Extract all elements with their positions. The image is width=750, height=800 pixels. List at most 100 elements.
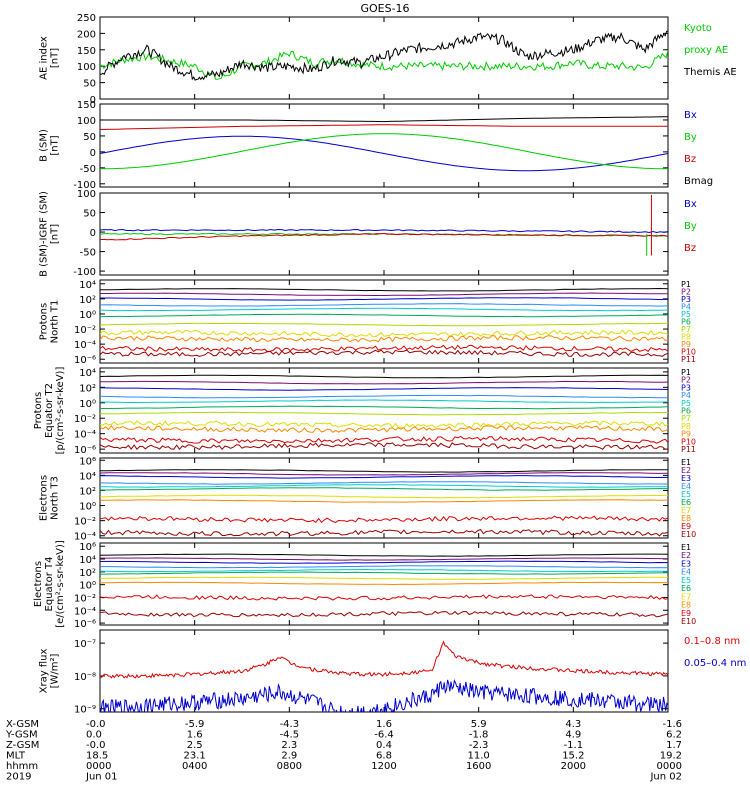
legend-entry: P10 <box>681 348 696 357</box>
legend-entry: P11 <box>681 445 696 454</box>
legend-entry: E8 <box>681 514 691 523</box>
legend-entry: P3 <box>681 295 691 304</box>
bx-line <box>100 135 668 172</box>
y-tick-label: 150 <box>77 100 96 111</box>
bz-line <box>100 232 668 241</box>
y-tick-label: 250 <box>77 13 96 24</box>
legend-entry: E3 <box>681 474 691 483</box>
y-tick-label: 10⁰ <box>79 310 96 321</box>
x-axis-value: 4.3 <box>565 719 581 730</box>
panel-frame <box>99 279 669 364</box>
y-tick-label: 10⁴ <box>79 471 96 482</box>
channel-P2-line <box>100 380 668 385</box>
legend-entry: P8 <box>681 333 691 342</box>
x-axis-value: 23.1 <box>184 751 206 762</box>
x-axis-value: 1200 <box>371 761 396 772</box>
x-axis-value: -1.1 <box>564 740 584 751</box>
y-tick-label: 10⁻² <box>74 517 96 528</box>
x-axis-value: 0000 <box>657 761 682 772</box>
legend-entry: By <box>684 132 697 143</box>
y-axis-label: [nT] <box>50 135 61 155</box>
y-tick-label: 10⁴ <box>79 280 96 291</box>
channel-P4-line <box>100 394 668 399</box>
y-tick-label: 10⁶ <box>79 542 96 553</box>
x-axis-value: 1600 <box>466 761 491 772</box>
y-tick-label: 10⁻² <box>74 593 96 604</box>
legend-entry: E2 <box>681 551 691 560</box>
x-axis-value: -6.4 <box>374 730 394 741</box>
y-tick-label: 100 <box>77 189 96 200</box>
y-tick-label: 10⁻⁹ <box>74 705 96 716</box>
y-tick-label: 0 <box>90 148 96 159</box>
y-tick-label: -100 <box>73 267 96 278</box>
legend-entry: E9 <box>681 522 691 531</box>
channel-E4-line <box>100 481 668 485</box>
legend-entry: Kyoto <box>684 23 712 34</box>
channel-E4-line <box>100 565 668 569</box>
legend-entry: E6 <box>681 584 691 593</box>
legend-entry: P7 <box>681 325 691 334</box>
y-axis-label: [nT] <box>50 224 61 244</box>
legend-entry: E9 <box>681 609 691 618</box>
legend-entry: E8 <box>681 601 691 610</box>
legend-entry: P4 <box>681 303 691 312</box>
channel-P8-line <box>100 329 668 338</box>
channel-P10-line <box>100 435 668 444</box>
panel-pt2: 10⁴ 10² 10⁰ 10⁻² 10⁻⁴ 10⁻⁶ Protons Equator T2 [p… <box>33 367 696 457</box>
y-tick-label: 10⁻⁶ <box>74 619 96 630</box>
channel-P9-line <box>100 424 668 433</box>
x-axis-value: 6.8 <box>376 751 392 762</box>
channel-P2-line <box>100 292 668 296</box>
x-axis-value: 1.6 <box>187 730 203 741</box>
x-axis-value: 19.2 <box>660 751 682 762</box>
y-tick-label: 50 <box>83 209 96 220</box>
y-axis-label: [nT] <box>50 48 61 68</box>
channel-E1-line <box>100 469 668 473</box>
x-axis-value: 2.9 <box>281 751 297 762</box>
panel-bsm: -100 -50 0 50 100 150 B (SM) [nT] Bx By Bz Bmag <box>39 100 714 191</box>
x-axis-value: 0000 <box>86 761 111 772</box>
x-axis-value: 11.0 <box>468 751 490 762</box>
y-axis-label: Protons <box>33 392 44 429</box>
channel-P11-line <box>100 349 668 358</box>
legend-entry: P5 <box>681 310 691 319</box>
legend-entry: Bmag <box>684 176 713 187</box>
legend-entry: P5 <box>681 399 691 408</box>
channel-P5-line <box>100 307 668 312</box>
legend-entry: E1 <box>681 458 691 467</box>
y-axis-label: North T1 <box>50 300 61 344</box>
y-tick-label: 10⁻⁸ <box>74 672 96 683</box>
x-axis-value: -1.8 <box>469 730 489 741</box>
legend-entry: P1 <box>681 280 691 289</box>
y-tick-label: 10² <box>79 295 96 306</box>
x-axis-value: 6.2 <box>666 730 682 741</box>
legend-entry: P2 <box>681 376 691 385</box>
plot-area <box>100 287 668 358</box>
plot-title: GOES-16 <box>360 2 409 15</box>
legend-entry: Bz <box>684 154 696 165</box>
legend-entry: P4 <box>681 391 691 400</box>
panel-frame <box>99 16 669 100</box>
legend-entry: E7 <box>681 592 691 601</box>
x-axis-value: 0800 <box>277 761 302 772</box>
legend-entry: P6 <box>681 318 691 327</box>
y-tick-label: -100 <box>73 180 96 191</box>
legend-entry: P10 <box>681 437 696 446</box>
themis-ae-line <box>100 30 668 81</box>
y-tick-label: 10⁻² <box>74 414 96 425</box>
y-tick-label: 50 <box>83 132 96 143</box>
y-axis-label: North T3 <box>50 476 61 520</box>
channel-E10-line <box>100 610 668 618</box>
x-axis-value: 2.3 <box>281 740 297 751</box>
legend-entry: By <box>684 221 697 232</box>
plot-area <box>100 194 668 256</box>
plot-area <box>100 553 668 618</box>
channel-P8-line <box>100 420 668 429</box>
y-axis-label: Equator T2 <box>44 383 55 438</box>
channel-E5-line <box>100 484 668 488</box>
y-axis-label: Protons <box>39 303 50 340</box>
legend-entry: Themis AE <box>683 67 737 78</box>
